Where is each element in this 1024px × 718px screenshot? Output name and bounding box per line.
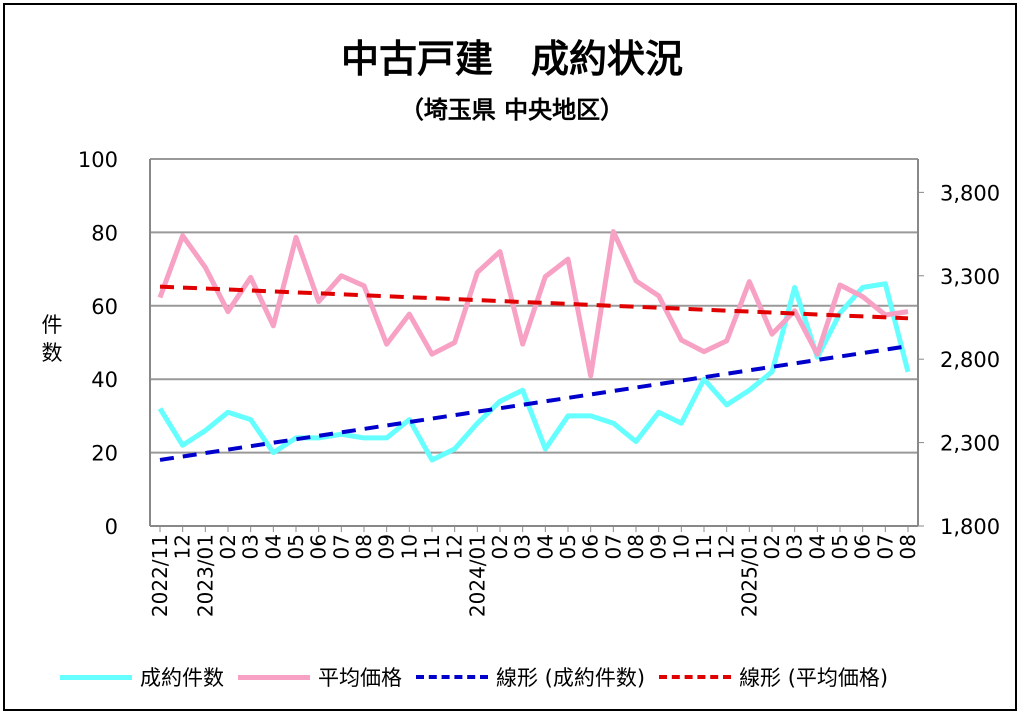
x-tick-label: 03: [239, 534, 263, 559]
y-tick-label: 20: [91, 442, 118, 466]
series-line-線形 (平均価格): [159, 284, 909, 321]
x-tick-label: 05: [284, 534, 308, 559]
x-tick-label: 07: [873, 534, 897, 559]
x-tick-label: 08: [624, 534, 648, 559]
legend-swatch: [238, 674, 310, 680]
legend-item: 線形 (成約件数): [416, 662, 645, 692]
x-tick-label: 02: [760, 534, 784, 559]
x-tick-label: 11: [420, 534, 444, 559]
x-tick-label: 10: [397, 534, 421, 559]
legend-label: 線形 (成約件数): [496, 666, 646, 690]
x-tick-label: 12: [171, 534, 195, 559]
legend-swatch: [60, 674, 132, 680]
x-tick-label: 2025/01: [737, 534, 761, 617]
legend-item: 成約件数: [60, 662, 224, 692]
x-tick-label: 06: [307, 534, 331, 559]
x-tick-label: 03: [783, 534, 807, 559]
x-tick-label: 10: [669, 534, 693, 559]
legend-item: 線形 (平均価格): [659, 662, 888, 692]
x-tick-label: 07: [329, 534, 353, 559]
x-tick-label: 12: [715, 534, 739, 559]
x-tick-label: 2024/01: [465, 534, 489, 617]
x-tick-label: 02: [216, 534, 240, 559]
series-line-平均価格: [157, 229, 909, 379]
y-tick-label: 60: [91, 295, 118, 319]
x-tick-label: 09: [647, 534, 671, 559]
x-tick-label: 04: [533, 534, 557, 559]
chart-frame: [3, 3, 1017, 711]
series-line-線形 (成約件数): [159, 344, 909, 462]
y-tick-label: 0: [105, 515, 118, 539]
x-tick-label: 06: [579, 534, 603, 559]
x-tick-label: 02: [488, 534, 512, 559]
legend-item: 平均価格: [238, 662, 402, 692]
x-tick-label: 11: [692, 534, 716, 559]
x-tick-label: 05: [828, 534, 852, 559]
x-tick-label: 05: [556, 534, 580, 559]
y2-tick-label: 3,300: [940, 265, 1000, 289]
x-tick-label: 06: [851, 534, 875, 559]
chart-legend: 成約件数 平均価格 線形 (成約件数) 線形 (平均価格): [60, 662, 902, 692]
x-tick-label: 09: [375, 534, 399, 559]
x-tick-label: 2023/01: [193, 534, 217, 617]
y2-tick-label: 1,800: [940, 515, 1000, 539]
legend-label: 平均価格: [318, 666, 402, 690]
y-tick-label: 100: [78, 148, 118, 172]
y-axis-label: 数: [42, 341, 63, 365]
y-tick-label: 80: [91, 221, 118, 245]
x-tick-label: 08: [352, 534, 376, 559]
x-tick-label: 03: [511, 534, 535, 559]
legend-swatch: [416, 675, 488, 679]
y2-tick-label: 2,300: [940, 432, 1000, 456]
y-axis-label: 件: [42, 313, 63, 337]
legend-label: 成約件数: [140, 666, 224, 690]
x-tick-label: 07: [601, 534, 625, 559]
series-line-成約件数: [157, 281, 911, 463]
y2-tick-label: 2,800: [940, 348, 1000, 372]
y2-tick-label: 3,800: [940, 181, 1000, 205]
chart-title: 中古戸建 成約状況: [340, 37, 683, 81]
x-tick-label: 2022/11: [148, 534, 172, 617]
x-tick-label: 08: [896, 534, 920, 559]
legend-label: 線形 (平均価格): [739, 666, 889, 690]
legend-swatch: [659, 675, 732, 679]
y-tick-label: 40: [91, 368, 118, 392]
x-tick-label: 04: [805, 534, 829, 559]
chart-subtitle: （埼玉県 中央地区）: [399, 96, 625, 124]
x-tick-label: 12: [443, 534, 467, 559]
x-tick-label: 04: [261, 534, 285, 559]
